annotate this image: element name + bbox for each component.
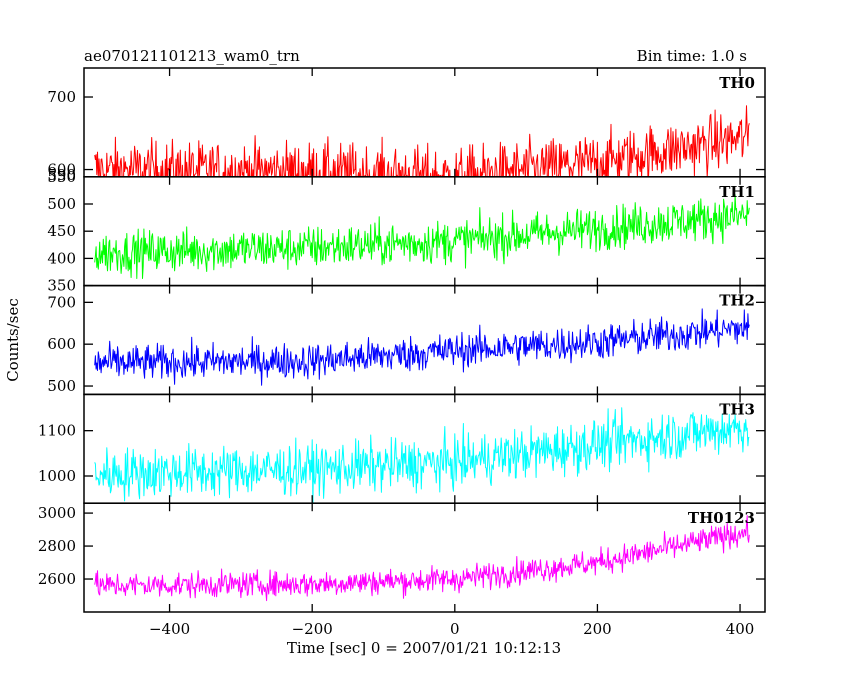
series-th0123: [94, 515, 750, 602]
y-tick-label: 2600: [38, 570, 76, 588]
panel-th3: 1000 1100 TH3: [38, 393, 766, 504]
y-tick-label: 600: [47, 335, 76, 353]
panel-name-label: TH3: [719, 400, 755, 418]
panel-name-label: TH0123: [688, 509, 755, 527]
panel-th1: 350 400 450 500 550 TH1: [47, 168, 766, 295]
y-tick-label: 1100: [38, 422, 76, 440]
x-tick-label: −200: [292, 620, 333, 638]
panel-th2: 500 600 700 TH2: [47, 284, 766, 396]
x-tick-label: 400: [726, 620, 755, 638]
x-tick-label: 0: [450, 620, 460, 638]
panel-frame: [83, 284, 766, 396]
panels-group: 600 700 590 TH0 350 400 450 500 550 TH1 500 600 700 T…: [38, 67, 766, 638]
panel-name-label: TH2: [719, 292, 755, 310]
chart-title-left: ae070121101213_wam0_trn: [84, 47, 300, 65]
y-tick-label: 500: [47, 195, 76, 213]
y-tick-label: 1000: [38, 467, 76, 485]
panel-frame: [83, 502, 766, 613]
panel-name-label: TH0: [719, 74, 755, 92]
chart-title-right: Bin time: 1.0 s: [637, 47, 747, 65]
panel-th0: 600 700 590 TH0: [47, 67, 766, 184]
series-th2: [94, 308, 750, 386]
series-th1: [94, 194, 750, 279]
series-th0: [94, 105, 750, 177]
x-tick-label: −400: [149, 620, 190, 638]
panel-th0123: 2600 2800 3000 TH0123: [38, 502, 766, 613]
y-tick-label: 500: [47, 377, 76, 395]
y-tick-label: 700: [47, 88, 76, 106]
x-axis-label: Time [sec] 0 = 2007/01/21 10:12:13: [287, 639, 561, 657]
y-tick-label: 3000: [38, 504, 76, 522]
panel-name-label: TH1: [719, 183, 755, 201]
y-tick-label: 700: [47, 293, 76, 311]
x-tick-label: 200: [583, 620, 612, 638]
y-tick-label: 350: [47, 277, 76, 295]
y-tick-label: 550: [47, 168, 76, 186]
y-tick-label: 2800: [38, 537, 76, 555]
y-tick-label: 590: [47, 166, 76, 184]
y-axis-label: Counts/sec: [4, 298, 22, 382]
series-th3: [94, 407, 750, 504]
y-tick-label: 400: [47, 249, 76, 267]
y-tick-label: 600: [47, 161, 76, 179]
y-tick-label: 450: [47, 222, 76, 240]
